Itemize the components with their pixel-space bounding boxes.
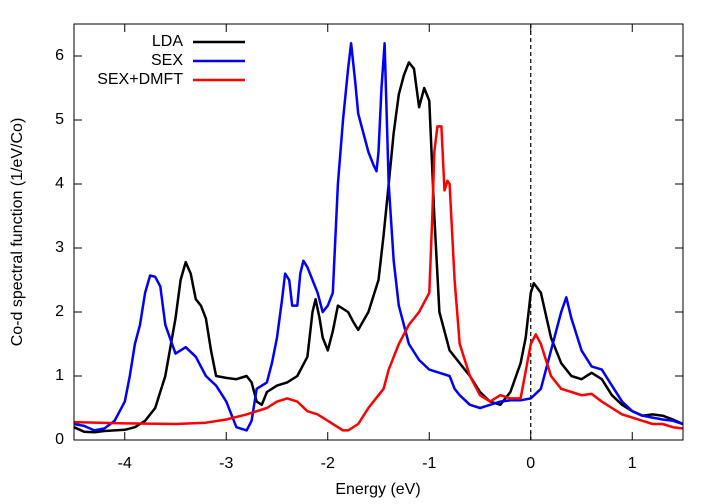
series-line — [73, 125, 684, 432]
y-tick-label: 4 — [55, 175, 64, 192]
legend-label: SEX — [151, 52, 183, 69]
x-tick-label: -2 — [321, 455, 335, 472]
x-axis-label: Energy (eV) — [335, 481, 420, 498]
y-tick-label: 5 — [55, 111, 64, 128]
series-line — [73, 41, 684, 432]
x-tick-label: -3 — [219, 455, 233, 472]
x-tick-label: -4 — [118, 455, 132, 472]
series-line — [73, 61, 684, 434]
y-axis-label: Co-d spectral function (1/eV/Co) — [9, 118, 26, 347]
y-tick-label: 2 — [55, 303, 64, 320]
y-tick-label: 3 — [55, 239, 64, 256]
y-tick-label: 0 — [55, 431, 64, 448]
plot-frame — [73, 23, 684, 441]
x-tick-label: 0 — [526, 455, 535, 472]
y-tick-label: 1 — [55, 367, 64, 384]
legend-label: SEX+DMFT — [97, 71, 183, 88]
x-tick-label: 1 — [628, 455, 637, 472]
legend-label: LDA — [152, 33, 183, 50]
y-tick-label: 6 — [55, 47, 64, 64]
x-tick-label: -1 — [422, 455, 436, 472]
